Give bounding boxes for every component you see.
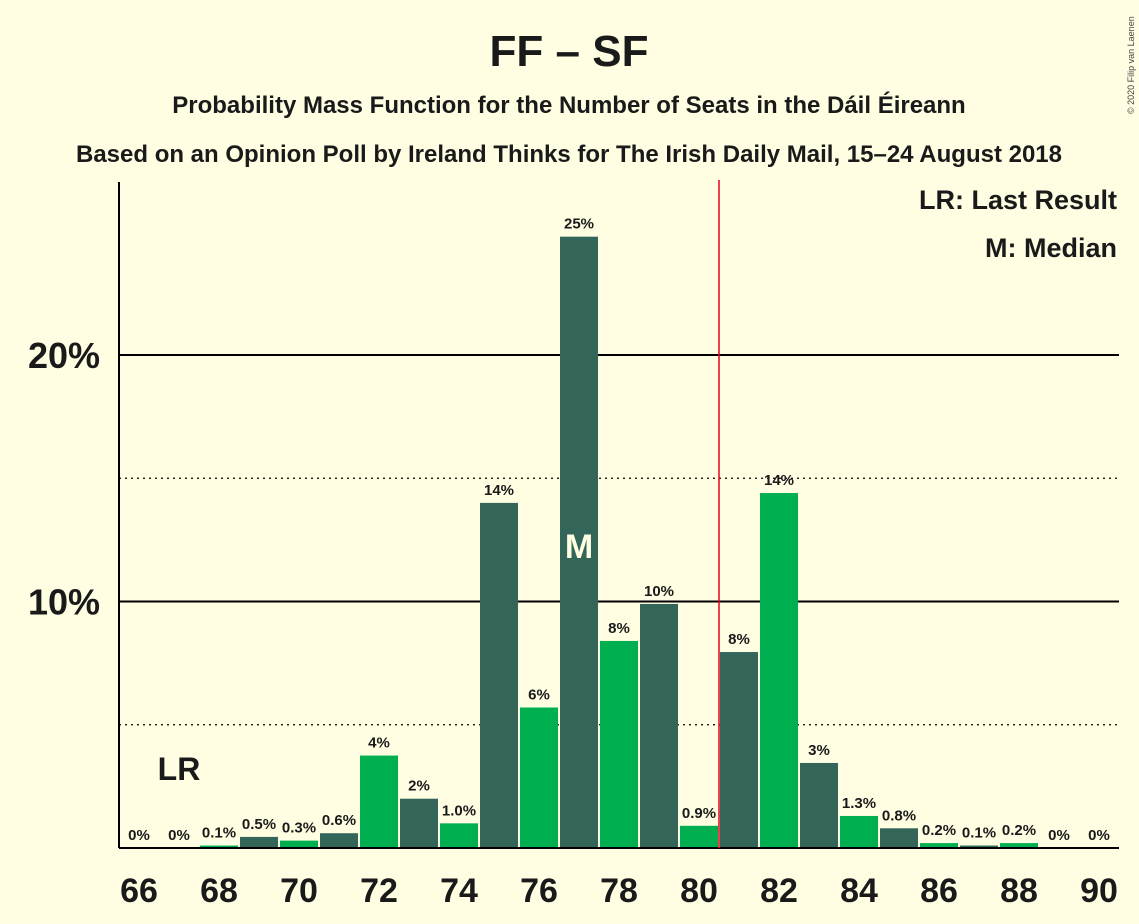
bar-seat-73 (400, 798, 438, 848)
chart-title: FF – SF (490, 27, 649, 76)
bar-seat-71 (320, 833, 358, 848)
median-marker: M (565, 528, 593, 566)
bar-seat-80 (680, 825, 718, 848)
bar-label-seat-83: 3% (808, 742, 830, 759)
bar-label-seat-78: 8% (608, 620, 630, 637)
bar-label-seat-71: 0.6% (322, 812, 356, 829)
bar-seat-69 (240, 836, 278, 848)
bar-label-seat-74: 1.0% (442, 802, 476, 819)
bar-seat-70 (280, 840, 318, 848)
bar-seat-74 (440, 823, 478, 848)
bar-label-seat-86: 0.2% (922, 822, 956, 839)
bar-seat-72 (360, 755, 398, 848)
bar-label-seat-88: 0.2% (1002, 822, 1036, 839)
bar-label-seat-80: 0.9% (682, 805, 716, 822)
y-tick-20: 20% (28, 335, 100, 376)
axes (118, 180, 1119, 849)
x-tick-76: 76 (520, 872, 558, 910)
bar-label-seat-79: 10% (644, 583, 674, 600)
bar-seat-76 (520, 707, 558, 848)
bar-seat-68 (200, 845, 238, 848)
bar-seat-85 (880, 828, 918, 848)
bar-label-seat-84: 1.3% (842, 795, 876, 812)
chart-subtitle-poll: Based on an Opinion Poll by Ireland Thin… (76, 141, 1062, 168)
y-tick-labels: 10% 20% (28, 335, 100, 623)
bar-label-seat-66: 0% (128, 827, 150, 844)
bar-label-seat-73: 2% (408, 778, 430, 795)
copyright-note: © 2020 Filip van Laenen (1126, 16, 1136, 114)
bar-series (200, 236, 1038, 848)
legend-median: M: Median (985, 233, 1117, 263)
bar-seat-75 (480, 502, 518, 848)
bar-labels: 0% 0% 0.1% 0.5% 0.3% 0.6% 4% 2% 1.0% 14% 6% 25% 8% 10… (128, 216, 1110, 844)
bar-label-seat-68: 0.1% (202, 825, 236, 842)
bar-label-seat-67: 0% (168, 827, 190, 844)
bar-label-seat-76: 6% (528, 686, 550, 703)
bar-label-seat-85: 0.8% (882, 807, 916, 824)
x-tick-82: 82 (760, 872, 798, 910)
x-tick-80: 80 (680, 872, 718, 910)
x-tick-70: 70 (280, 872, 318, 910)
bar-seat-82 (760, 493, 798, 848)
legend-last-result: LR: Last Result (919, 185, 1117, 215)
bar-seat-78 (600, 640, 638, 848)
bar-seat-83 (800, 762, 838, 848)
x-tick-86: 86 (920, 872, 958, 910)
x-tick-78: 78 (600, 872, 638, 910)
y-tick-10: 10% (28, 582, 100, 623)
bar-seat-86 (920, 843, 958, 848)
bar-seat-79 (640, 603, 678, 848)
x-tick-74: 74 (440, 872, 478, 910)
bar-seat-88 (1000, 843, 1038, 848)
bar-label-seat-69: 0.5% (242, 816, 276, 833)
bar-seat-81 (720, 652, 758, 848)
x-tick-66: 66 (120, 872, 158, 910)
bar-label-seat-75: 14% (484, 482, 514, 499)
x-tick-88: 88 (1000, 872, 1038, 910)
bar-label-seat-90: 0% (1088, 827, 1110, 844)
bar-label-seat-77: 25% (564, 216, 594, 233)
x-tick-72: 72 (360, 872, 398, 910)
bar-label-seat-70: 0.3% (282, 820, 316, 837)
bar-seat-77 (560, 236, 598, 848)
last-result-marker: LR (158, 751, 201, 787)
bar-label-seat-87: 0.1% (962, 825, 996, 842)
bar-label-seat-72: 4% (368, 735, 390, 752)
bar-label-seat-81: 8% (728, 631, 750, 648)
chart-subtitle: Probability Mass Function for the Number… (172, 91, 965, 119)
bar-label-seat-82: 14% (764, 472, 794, 489)
bar-seat-87 (960, 845, 998, 848)
x-tick-68: 68 (200, 872, 238, 910)
x-tick-84: 84 (840, 872, 878, 910)
x-tick-labels: 66 68 70 72 74 76 78 80 82 84 86 88 90 (120, 872, 1118, 910)
bar-label-seat-89: 0% (1048, 827, 1070, 844)
bar-seat-84 (840, 815, 878, 848)
x-tick-90: 90 (1080, 872, 1118, 910)
